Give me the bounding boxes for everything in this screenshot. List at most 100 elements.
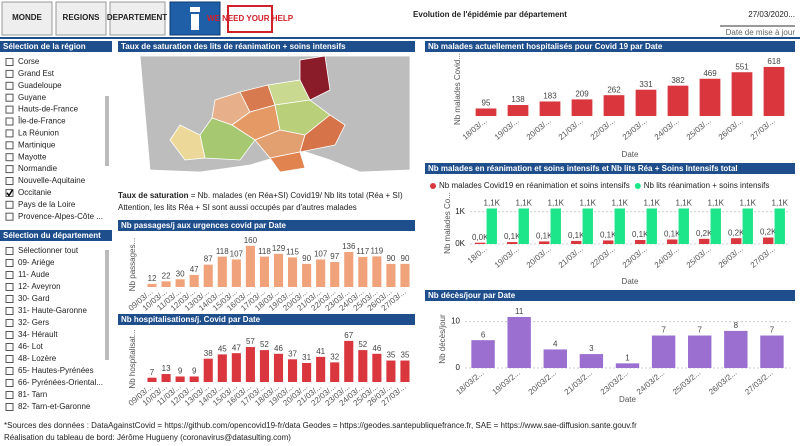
data-label: 107: [230, 250, 244, 259]
panel-header: [118, 314, 415, 325]
list-item: Île-de-France: [17, 117, 66, 126]
list-item: 81- Tarn: [18, 390, 47, 399]
bar: [571, 99, 593, 116]
scrollbar[interactable]: [105, 96, 109, 166]
bar: [646, 208, 657, 244]
data-label: 0,1K: [664, 230, 681, 239]
y-axis-label: Nb passages...: [128, 238, 137, 291]
nav-label[interactable]: DEPARTEMENT: [107, 13, 167, 22]
bar: [763, 237, 774, 244]
checkbox[interactable]: [5, 259, 14, 267]
checkbox[interactable]: [5, 295, 14, 303]
checkbox[interactable]: [5, 319, 14, 327]
footer-sources: *Sources des données : DataAgainstCovid …: [4, 421, 637, 430]
bar: [231, 353, 241, 382]
panel-header: [118, 41, 415, 52]
checkbox[interactable]: [5, 200, 14, 209]
data-label: 7: [661, 326, 666, 335]
data-label: 32: [330, 352, 339, 361]
checkbox[interactable]: [5, 367, 14, 375]
bar: [217, 354, 227, 382]
checkbox[interactable]: [5, 93, 14, 102]
data-label: 12: [148, 274, 157, 283]
legend-label: Nb malades Covid19 en réanimation et soi…: [439, 181, 630, 190]
bar: [635, 239, 646, 244]
data-label: 7: [150, 368, 155, 377]
checkbox[interactable]: [5, 153, 14, 162]
checkbox[interactable]: [5, 343, 14, 351]
bar: [635, 89, 657, 116]
checkbox[interactable]: [5, 307, 14, 315]
list-item: 82- Tarn-et-Garonne: [18, 402, 91, 411]
checkbox[interactable]: [5, 141, 14, 150]
checkbox[interactable]: [5, 177, 14, 185]
checkbox[interactable]: [5, 188, 14, 197]
checkbox[interactable]: [5, 81, 14, 90]
list-item: Occitanie: [18, 188, 52, 197]
help-button[interactable]: [227, 5, 273, 33]
bar: [550, 208, 561, 244]
bar: [615, 363, 640, 368]
checkbox[interactable]: [5, 391, 14, 399]
bar: [287, 257, 298, 287]
data-label: 8: [734, 321, 739, 330]
x-axis-label: Date: [622, 150, 639, 159]
checkbox[interactable]: [5, 247, 14, 255]
bar: [175, 279, 185, 287]
checkbox[interactable]: [5, 271, 14, 279]
list-item: 66- Pyrénées-Oriental...: [18, 378, 103, 387]
date-caption: Date de mise à jour: [726, 28, 796, 37]
map-note: Attention, les lits Réa + SI sont aussi …: [118, 203, 357, 212]
checkbox[interactable]: [5, 212, 14, 221]
checkbox[interactable]: [5, 105, 14, 114]
checkbox[interactable]: [5, 403, 14, 411]
bar: [147, 377, 157, 382]
bar: [259, 350, 270, 382]
checkbox[interactable]: [5, 165, 14, 174]
nav-label[interactable]: REGIONS: [63, 13, 101, 22]
data-label: 1,1K: [644, 199, 661, 208]
list-item: Grand Est: [18, 69, 55, 78]
data-label: 209: [575, 90, 589, 99]
data-label: 31: [302, 353, 311, 362]
data-label: 138: [511, 95, 525, 104]
info-icon: [191, 14, 199, 30]
checkbox[interactable]: [5, 58, 14, 66]
checkbox[interactable]: [5, 69, 14, 78]
list-item: 48- Lozère: [18, 354, 57, 363]
legend-marker: [634, 183, 641, 189]
nav-button[interactable]: [55, 1, 107, 36]
checkbox[interactable]: [5, 355, 14, 363]
bar: [302, 263, 312, 287]
data-label: 160: [244, 236, 258, 245]
list-item: Pays de la Loire: [18, 200, 76, 209]
checkbox[interactable]: [5, 331, 14, 339]
panel-header: [0, 230, 112, 241]
bar: [507, 105, 529, 116]
y-tick-label: 1K: [455, 207, 465, 216]
x-axis-label: Date: [619, 395, 636, 404]
nav-button[interactable]: [109, 1, 166, 36]
bar: [386, 263, 396, 287]
help-label[interactable]: WE NEED YOUR HELP: [207, 14, 294, 23]
list-item: 11- Aude: [18, 270, 50, 279]
bar: [316, 259, 326, 287]
y-axis-label: Nb malades Covid...: [453, 53, 462, 125]
list-item: Provence-Alpes-Côte ...: [18, 212, 103, 221]
page-title: Evolution de l'épidémie par département: [413, 10, 567, 19]
checkbox[interactable]: [5, 117, 14, 126]
data-label: 38: [204, 349, 213, 358]
nav-label[interactable]: MONDE: [12, 13, 42, 22]
list-item: 46- Lot: [18, 342, 44, 351]
checkbox[interactable]: [5, 283, 14, 291]
bar: [386, 360, 396, 382]
caption-bold: Taux de saturation: [118, 191, 189, 200]
nav-button[interactable]: [1, 1, 53, 36]
scrollbar[interactable]: [105, 250, 109, 360]
checkbox[interactable]: [5, 379, 14, 387]
data-label: 7: [697, 326, 702, 335]
data-label: 41: [316, 347, 325, 356]
department-shape: [169, 124, 206, 161]
data-label: 262: [607, 85, 621, 94]
checkbox[interactable]: [5, 129, 14, 138]
